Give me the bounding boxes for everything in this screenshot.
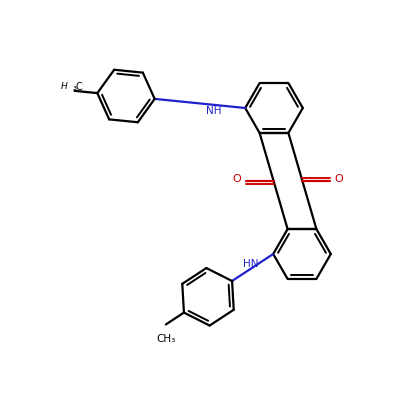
Text: NH: NH bbox=[206, 106, 221, 116]
Text: CH₃: CH₃ bbox=[156, 334, 176, 344]
Text: O: O bbox=[334, 174, 343, 184]
Text: ₃C: ₃C bbox=[72, 82, 83, 92]
Text: H: H bbox=[60, 82, 67, 91]
Text: O: O bbox=[233, 174, 242, 184]
Text: HN: HN bbox=[243, 259, 259, 269]
